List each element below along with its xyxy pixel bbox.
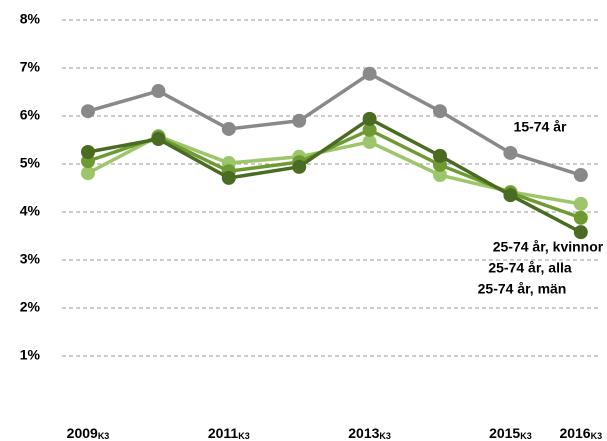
- marker: [362, 66, 377, 81]
- x-tick-label: 2009K3: [67, 425, 110, 441]
- marker: [433, 168, 447, 183]
- marker: [81, 145, 95, 159]
- marker: [573, 168, 588, 183]
- x-tick-suffix: K3: [379, 431, 391, 441]
- x-tick-label: 2015K3: [489, 425, 532, 441]
- marker: [362, 122, 377, 137]
- marker: [81, 104, 95, 119]
- marker: [221, 170, 236, 185]
- y-tick-label: 5%: [20, 155, 41, 171]
- y-tick-label: 8%: [20, 11, 41, 27]
- series-label: 15-74 år: [514, 119, 567, 135]
- marker: [292, 159, 307, 174]
- x-tick-suffix: K3: [98, 431, 110, 441]
- marker: [503, 145, 518, 160]
- marker: [81, 166, 95, 181]
- x-tick-year: 2009: [67, 425, 98, 441]
- x-tick-year: 2011: [208, 425, 239, 441]
- marker: [221, 121, 236, 136]
- marker: [573, 225, 588, 240]
- marker: [433, 104, 447, 119]
- x-tick-suffix: K3: [591, 431, 603, 441]
- y-tick-label: 1%: [20, 347, 41, 363]
- x-tick-year: 2015: [489, 425, 520, 441]
- y-tick-label: 2%: [20, 299, 41, 315]
- x-tick-suffix: K3: [238, 431, 250, 441]
- x-tick-suffix: K3: [520, 431, 532, 441]
- line: [87, 71, 582, 177]
- marker: [151, 132, 166, 147]
- series-label: 25-74 år, män: [478, 281, 567, 297]
- line: [87, 116, 582, 234]
- marker: [362, 111, 377, 126]
- y-tick-label: 6%: [20, 107, 41, 123]
- y-tick-label: 4%: [20, 203, 41, 219]
- marker: [503, 188, 518, 203]
- marker: [433, 148, 447, 163]
- marker: [573, 196, 588, 211]
- x-tick-label: 2016K3: [559, 425, 602, 441]
- series-label: 25-74 år, alla: [488, 260, 572, 276]
- x-tick-year: 2013: [348, 425, 379, 441]
- y-tick-label: 7%: [20, 59, 41, 75]
- y-tick-label: 3%: [20, 251, 41, 267]
- marker: [362, 134, 377, 149]
- marker: [573, 210, 588, 225]
- x-tick-year: 2016: [559, 425, 590, 441]
- x-tick-label: 2013K3: [348, 425, 391, 441]
- series-label: 25-74 år, kvinnor: [493, 239, 604, 255]
- marker: [292, 113, 307, 128]
- marker: [151, 84, 166, 99]
- x-tick-label: 2011K3: [208, 425, 250, 441]
